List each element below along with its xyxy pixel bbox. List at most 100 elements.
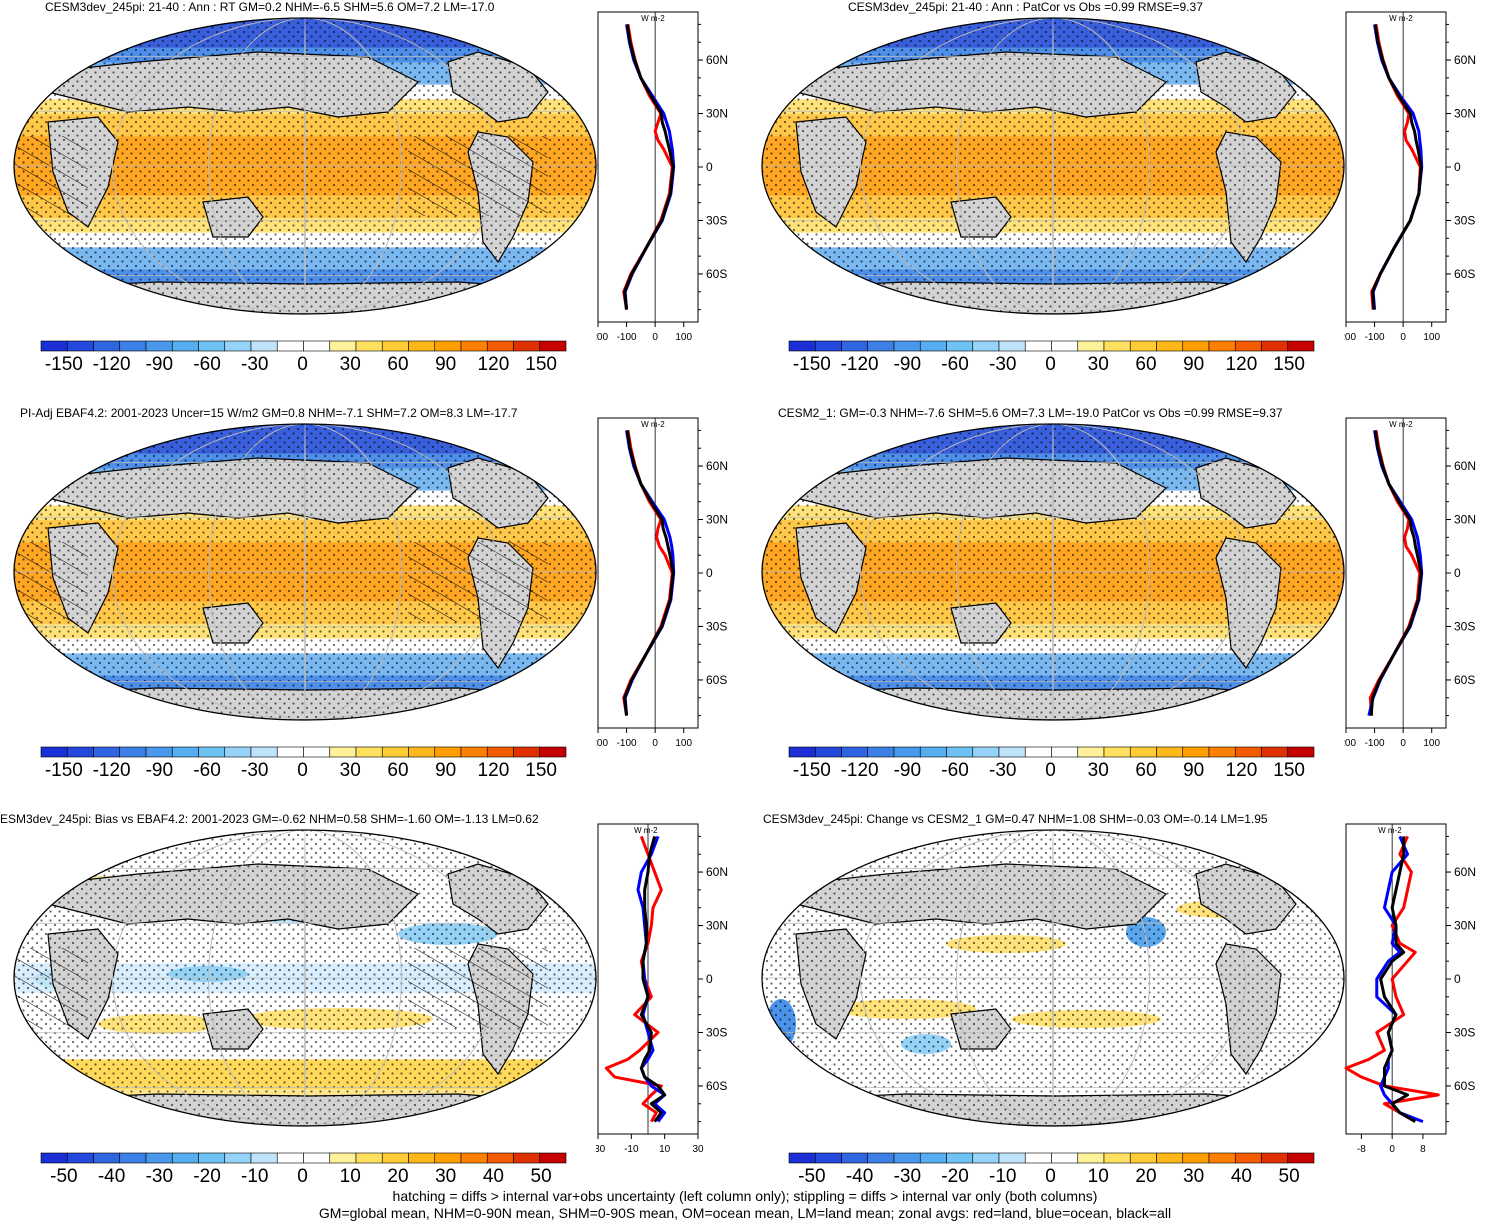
lat-tick-label: 60N xyxy=(1454,53,1476,67)
x-tick-label: 30 xyxy=(692,1144,704,1155)
lat-tick-label: 0 xyxy=(1454,160,1461,174)
x-tick-label: -200 xyxy=(1344,332,1356,343)
colorbar-labels: -50 -40 -30 -20 -10 0 10 20 30 40 50 xyxy=(40,1166,565,1190)
chart-panel-2: CESM3dev_245pi: 21-40 : Ann : PatCor vs … xyxy=(748,0,1490,400)
colorbar-swatch xyxy=(329,1152,357,1164)
x-tick-label: -200 xyxy=(1344,738,1356,749)
colorbar-tick-label: -60 xyxy=(941,760,969,781)
colorbar xyxy=(40,340,567,352)
chart-title: CESM3dev_245pi: Change vs CESM2_1 GM=0.4… xyxy=(763,812,1268,826)
robinson-map xyxy=(13,829,597,1127)
lat-tick-label: 60N xyxy=(706,459,728,473)
colorbar-swatch xyxy=(998,1152,1026,1164)
x-tick-label: 0 xyxy=(652,738,658,749)
colorbar-swatch xyxy=(486,746,514,758)
colorbar-swatch xyxy=(893,340,921,352)
graticule-line xyxy=(1052,18,1054,314)
graticule-line xyxy=(956,830,1150,1126)
colorbar-tick-label: 150 xyxy=(525,760,557,781)
colorbar-tick-label: -40 xyxy=(97,1166,126,1187)
colorbar-swatch xyxy=(329,746,357,758)
zonal-mean-plot: W m-2 60N 30N 0 30S 60S -200 -100 0 100 xyxy=(596,11,728,343)
colorbar-tick-label: 30 xyxy=(435,1166,457,1187)
hatching xyxy=(14,136,88,216)
colorbar-tick-label: -50 xyxy=(50,1166,78,1187)
colorbar-swatch xyxy=(1234,1152,1262,1164)
x-tick-label: -100 xyxy=(1365,738,1385,749)
colorbar-tick-label: -90 xyxy=(145,354,174,375)
colorbar-swatch xyxy=(1103,746,1131,758)
graticule-line xyxy=(112,18,498,314)
colorbar-swatch xyxy=(1182,1152,1210,1164)
colorbar-swatch xyxy=(1103,340,1131,352)
zonal-line-red xyxy=(1344,835,1440,1123)
colorbar-swatch xyxy=(93,1152,121,1164)
colorbar-swatch xyxy=(1261,746,1289,758)
colorbar-swatch xyxy=(250,1152,278,1164)
x-tick-label: 8 xyxy=(1420,1144,1426,1155)
zonal-unit-label: W m-2 xyxy=(641,14,665,23)
zonal-line-black xyxy=(1369,430,1423,716)
colorbar-swatch xyxy=(1287,340,1315,352)
x-tick-label: 0 xyxy=(1389,1144,1395,1155)
colorbar-swatch xyxy=(434,340,462,352)
colorbar-swatch xyxy=(867,340,895,352)
colorbar-tick-label: 0 xyxy=(297,354,308,375)
zonal-mean-plot: W m-2 60N 30N 0 30S 60S -200 -100 0 100 xyxy=(1344,11,1476,343)
zonal-line-red xyxy=(1370,24,1422,310)
x-tick-label: -200 xyxy=(596,738,608,749)
colorbar-swatch xyxy=(171,340,199,352)
zonal-unit-label: W m-2 xyxy=(634,826,658,835)
colorbar-swatch xyxy=(841,340,869,352)
colorbar-swatch xyxy=(303,1152,331,1164)
x-tick-label: -100 xyxy=(617,738,637,749)
x-tick-label: 0 xyxy=(652,332,658,343)
colorbar-tick-label: 90 xyxy=(1183,760,1205,781)
lat-tick-label: 30S xyxy=(1454,213,1475,227)
colorbar-swatch xyxy=(1024,1152,1052,1164)
lat-tick-label: 60N xyxy=(1454,865,1476,879)
lat-tick-label: 60N xyxy=(706,865,728,879)
colorbar-tick-label: 0 xyxy=(297,760,308,781)
zonal-line-black xyxy=(623,24,675,310)
colorbar-swatch xyxy=(145,340,173,352)
zonal-line-blue xyxy=(623,24,676,310)
colorbar-tick-label: 30 xyxy=(339,354,361,375)
colorbar-tick-label: 90 xyxy=(435,354,457,375)
colorbar-tick-label: 90 xyxy=(1183,354,1205,375)
colorbar-swatch xyxy=(867,746,895,758)
colorbar-swatch xyxy=(513,1152,541,1164)
colorbar-swatch xyxy=(303,340,331,352)
colorbar-tick-label: -30 xyxy=(241,354,269,375)
map-border xyxy=(761,423,1345,721)
robinson-map xyxy=(13,17,597,315)
colorbar-swatch xyxy=(1287,1152,1315,1164)
colorbar-tick-label: 30 xyxy=(1087,760,1109,781)
x-tick-label: 0 xyxy=(1400,332,1406,343)
hatching xyxy=(14,948,88,1028)
colorbar-tick-label: -30 xyxy=(241,760,269,781)
zonal-unit-label: W m-2 xyxy=(1389,420,1413,429)
lat-tick-label: 30N xyxy=(706,919,728,933)
colorbar-tick-label: -90 xyxy=(145,760,174,781)
x-tick-label: -200 xyxy=(596,332,608,343)
x-tick-label: -8 xyxy=(1357,1144,1366,1155)
zonal-mean-plot: W m-2 60N 30N 0 30S 60S -8 0 8 xyxy=(1344,823,1476,1155)
colorbar-swatch xyxy=(972,746,1000,758)
map-border xyxy=(13,17,597,315)
colorbar-tick-label: -120 xyxy=(92,354,131,375)
colorbar-swatch xyxy=(224,340,252,352)
colorbar-swatch xyxy=(919,746,947,758)
colorbar-tick-label: -60 xyxy=(193,354,221,375)
zonal-line-blue xyxy=(1375,835,1424,1123)
colorbar-tick-label: -20 xyxy=(193,1166,221,1187)
zonal-line-red xyxy=(1368,430,1422,716)
lat-tick-label: 30N xyxy=(1454,919,1476,933)
colorbar-tick-label: 50 xyxy=(1278,1166,1300,1187)
graticule-line xyxy=(860,18,1246,314)
colorbar-swatch xyxy=(1234,746,1262,758)
graticule-line xyxy=(304,424,306,720)
colorbar-swatch xyxy=(329,340,357,352)
zonal-frame xyxy=(597,11,699,323)
graticule-line xyxy=(208,424,402,720)
